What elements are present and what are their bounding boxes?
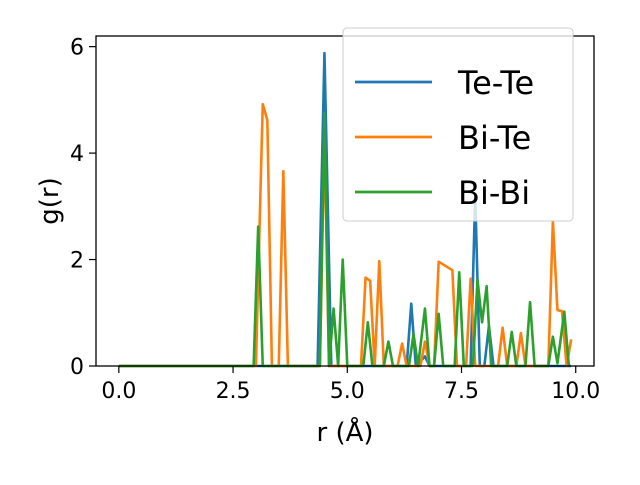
legend-box [342, 27, 574, 222]
x-tick-label: 0.0 [101, 379, 136, 404]
x-tick-label: 10.0 [551, 379, 600, 404]
x-axis-ticks: 0.0 2.5 5.0 7.5 10.0 [101, 366, 600, 404]
legend-label-te-te: Te-Te [457, 64, 534, 102]
y-tick-label: 6 [70, 36, 84, 61]
y-tick-label: 0 [70, 355, 84, 380]
series-line-te-te [118, 51, 572, 368]
y-axis-ticks: 0 2 4 6 [70, 36, 96, 380]
series-line-bi-te [118, 102, 573, 368]
x-tick-label: 7.5 [444, 379, 479, 404]
y-tick-label: 4 [70, 142, 84, 167]
legend-label-bi-bi: Bi-Bi [458, 174, 530, 212]
x-tick-label: 5.0 [330, 379, 365, 404]
legend-label-bi-te: Bi-Te [458, 119, 531, 157]
x-tick-label: 2.5 [216, 379, 251, 404]
y-tick-label: 2 [70, 249, 84, 274]
y-axis-label: g(r) [35, 177, 65, 224]
legend: Te-Te Bi-Te Bi-Bi [342, 27, 574, 222]
x-axis-label: r (Å) [316, 416, 373, 448]
